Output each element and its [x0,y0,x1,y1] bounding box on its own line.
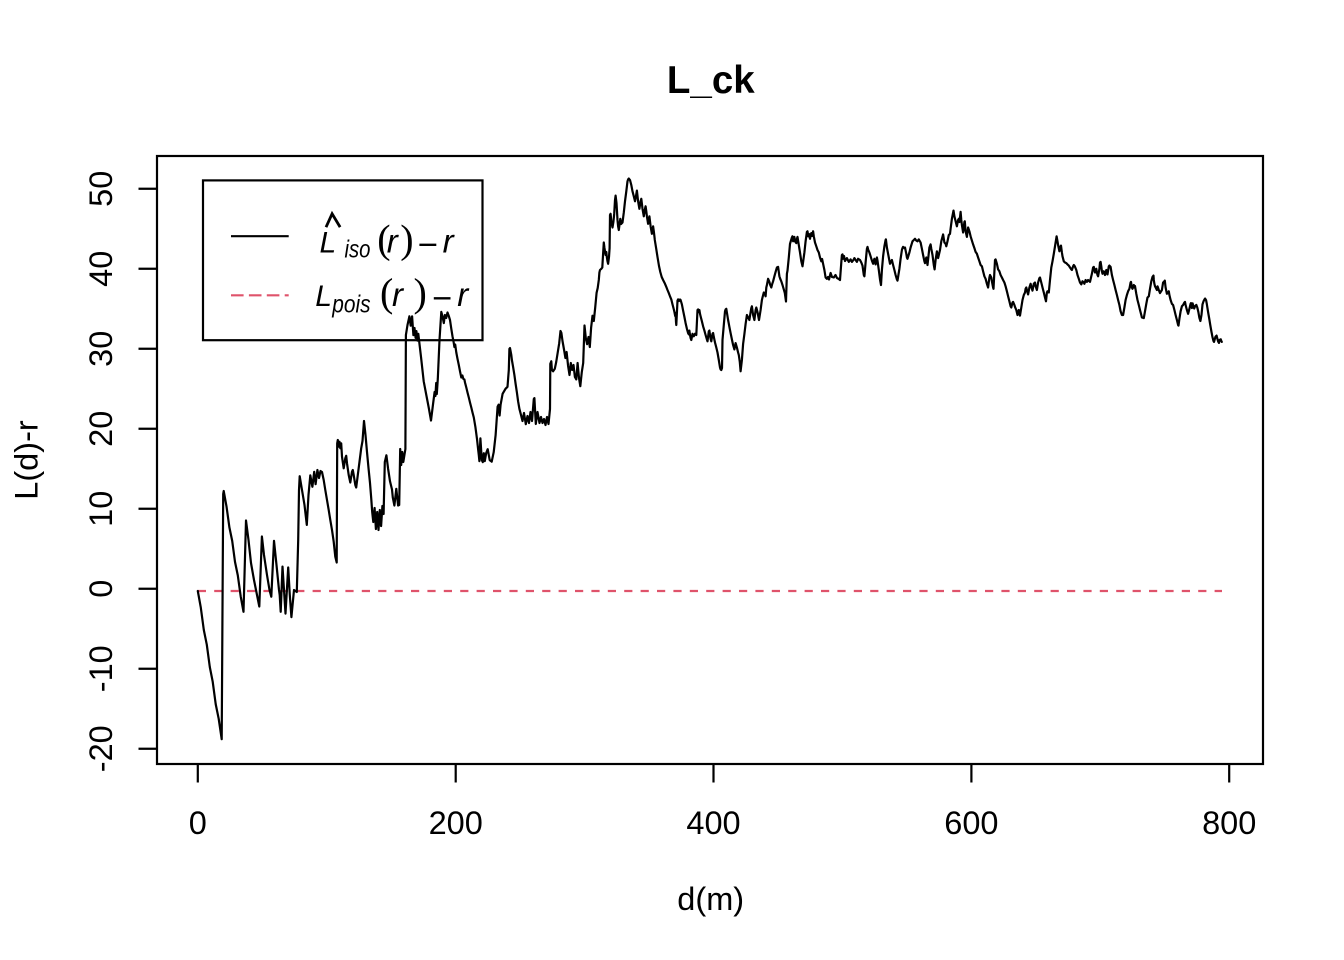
svg-text:600: 600 [944,805,998,841]
svg-text:d(m): d(m) [677,881,744,917]
svg-text:200: 200 [429,805,483,841]
svg-text:L: L [315,280,332,313]
svg-text:r: r [457,276,470,313]
svg-text:20: 20 [83,411,119,447]
svg-text:L: L [320,226,337,259]
svg-text:-10: -10 [83,645,119,692]
svg-text:L(d)-r: L(d)-r [9,420,45,500]
svg-text:800: 800 [1202,805,1256,841]
svg-text:r: r [443,222,456,259]
svg-text:): ) [414,270,427,315]
svg-text:): ) [400,216,413,261]
svg-text:(: ( [377,216,390,261]
svg-text:r: r [387,222,400,259]
svg-text:L_ck: L_ck [667,59,755,102]
svg-text:50: 50 [83,171,119,207]
svg-text:0: 0 [189,805,207,841]
svg-text:10: 10 [83,491,119,527]
svg-text:iso: iso [345,236,371,264]
svg-text:40: 40 [83,251,119,287]
svg-text:0: 0 [83,580,119,598]
svg-text:400: 400 [686,805,740,841]
svg-text:(: ( [380,270,393,315]
svg-text:-20: -20 [83,725,119,772]
svg-text:pois: pois [331,290,370,318]
svg-text:30: 30 [83,331,119,367]
svg-text:r: r [392,276,405,313]
